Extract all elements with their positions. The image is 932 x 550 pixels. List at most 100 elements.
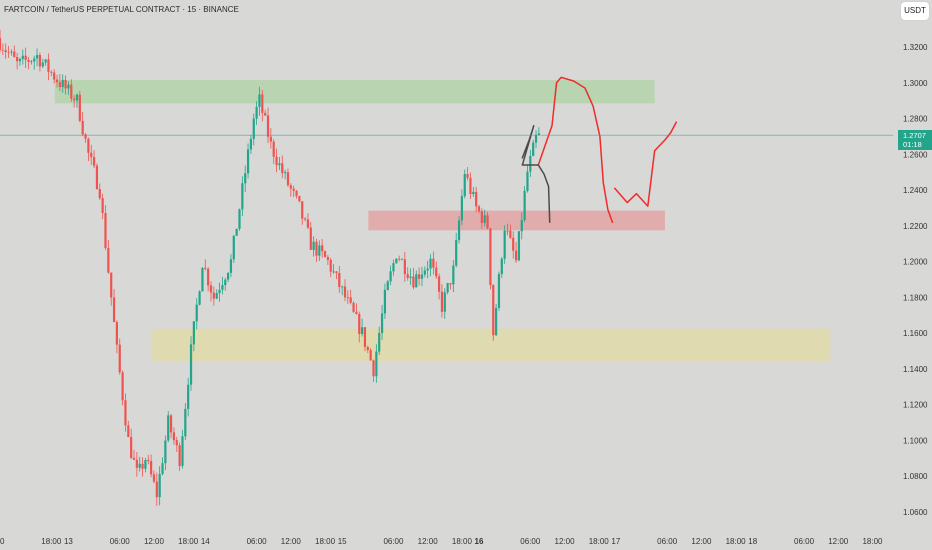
candle-body [323,251,327,258]
candle-body [449,283,452,285]
candle-body [18,58,22,62]
candle-body [329,259,332,272]
candle-body [241,183,244,210]
candle-body [141,463,144,469]
x-tick-label: 12:00 [691,537,712,546]
candle-body [121,372,124,401]
x-tick-label: 14 [201,537,210,546]
candle-body [215,293,218,299]
candle-body [33,58,36,62]
candle-body [110,272,113,298]
candle-body [343,286,347,298]
candle-body [489,228,492,286]
candle-body [246,149,250,174]
red-projection-path-2[interactable] [613,121,678,207]
yellow-demand-zone[interactable] [151,328,831,361]
candle-body [184,408,187,437]
candle-body [295,190,298,196]
y-axis: 1.3200 1.3000 1.2800 1.2600 1.2400 1.2200 1.20… [903,43,928,517]
candle-body [358,314,361,335]
candle-body [101,198,104,214]
candle-body [372,360,375,377]
candle-body [301,201,304,219]
candle-body [264,112,267,116]
candle-body [70,84,73,99]
candle-body [369,350,372,361]
candle-body [209,285,213,293]
x-tick-label: 18:00 [726,537,747,546]
x-tick-label: 06:00 [247,537,268,546]
x-tick-label: 13 [64,537,73,546]
candle-body [41,62,44,67]
x-tick-label: 06:00 [657,537,678,546]
candle-body [289,185,292,189]
candles-layer [0,29,540,507]
gray-projection-path[interactable] [521,124,551,224]
candle-body [506,230,509,232]
candle-body [189,344,193,385]
candle-body [286,172,290,186]
candle-body [512,237,515,251]
candle-body [144,459,147,469]
red-zone[interactable] [368,210,665,231]
candle-body [221,285,224,290]
candle-body [13,51,16,58]
candle-body [275,156,278,166]
x-axis: 0018:001306:0012:0018:001406:0012:0018:0… [0,537,883,546]
candle-body [321,245,324,252]
x-tick-label: 12:00 [555,537,576,546]
candle-body [115,322,118,345]
candle-body [509,230,512,238]
candle-body [201,267,204,292]
candle-body [426,268,429,271]
candle-body [526,171,529,191]
candle-body [226,272,230,280]
candle-body [35,55,39,59]
candle-body [64,79,67,89]
candle-body [446,283,449,293]
x-tick-label: 00 [0,537,5,546]
candle-body [412,276,415,288]
x-tick-label: 18:00 [589,537,610,546]
candle-body [95,165,99,190]
candle-body [432,258,435,268]
candle-body [172,432,176,441]
x-tick-label: 18:00 [178,537,199,546]
candle-body [477,206,481,212]
candle-body [472,191,475,195]
candle-body [306,219,310,228]
x-tick-label: 12:00 [144,537,165,546]
candle-body [167,415,170,441]
candle-body [486,215,489,229]
candle-body [1,49,4,51]
candle-body [152,474,156,482]
candle-body [406,274,409,278]
candle-body [352,302,355,312]
currency-button[interactable]: USDT [901,2,929,20]
x-tick-label: 18 [748,537,757,546]
candle-body [361,327,364,335]
candle-body [107,247,110,273]
green-supply-zone[interactable] [54,80,655,104]
candle-body [284,172,287,174]
candle-body [315,241,318,256]
candle-body [335,271,338,273]
candle-body [155,481,158,498]
red-projection-path[interactable] [537,76,614,224]
y-tick-label: 1.1200 [903,401,928,410]
candle-body [135,459,138,468]
candle-body [178,445,181,466]
candle-body [53,72,56,80]
candle-body [495,307,498,336]
candle-body [84,134,87,139]
candle-body [475,191,478,207]
candle-body [332,271,335,273]
candle-body [460,196,463,221]
candle-body [235,228,238,236]
candle-body [187,384,190,409]
candle-body [87,138,90,153]
candle-body [78,94,81,121]
candle-body [269,136,272,142]
